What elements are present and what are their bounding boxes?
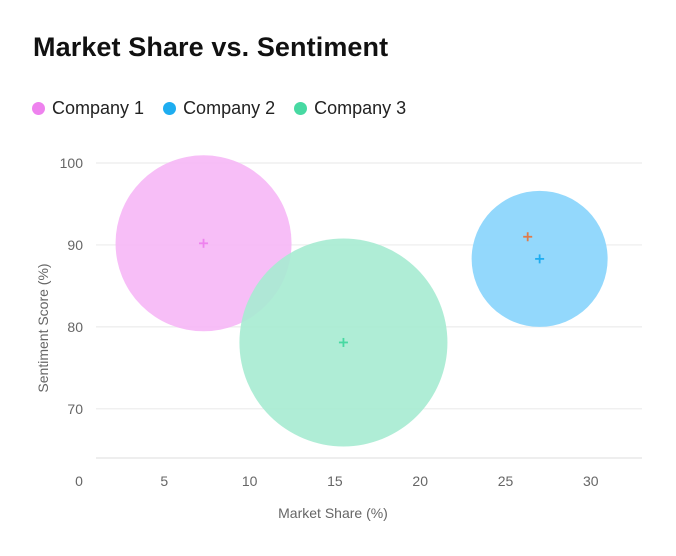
x-tick-25: 25 — [498, 473, 514, 489]
legend-item-company-2[interactable]: Company 2 — [163, 98, 275, 119]
y-tick-90: 90 — [67, 237, 83, 253]
tick-layer: 70 80 90 100 0 5 10 15 20 25 30 — [60, 155, 599, 489]
y-axis-label: Sentiment Score (%) — [35, 263, 51, 392]
legend-label-company-3: Company 3 — [314, 98, 407, 118]
legend-swatch-company-1 — [32, 102, 45, 115]
legend: Company 1 Company 2 Company 3 — [32, 98, 425, 119]
legend-label-company-2: Company 2 — [183, 98, 276, 118]
y-tick-80: 80 — [67, 319, 83, 335]
marker-layer — [199, 232, 545, 347]
extra-marker-0 — [523, 232, 533, 242]
x-tick-15: 15 — [327, 473, 343, 489]
bubble-layer — [115, 155, 608, 447]
legend-swatch-company-2 — [163, 102, 177, 115]
center-marker-company-3 — [338, 337, 348, 347]
legend-swatch-company-3 — [294, 102, 308, 115]
chart-title: Market Share vs. Sentiment — [33, 32, 389, 62]
center-marker-company-1 — [199, 238, 209, 248]
x-tick-10: 10 — [242, 473, 258, 489]
x-tick-5: 5 — [160, 473, 168, 489]
legend-label-company-1: Company 1 — [52, 98, 145, 118]
x-axis-label: Market Share (%) — [278, 505, 388, 521]
y-tick-70: 70 — [67, 401, 83, 417]
legend-item-company-1[interactable]: Company 1 — [32, 98, 144, 119]
legend-item-company-3[interactable]: Company 3 — [294, 98, 406, 119]
x-tick-30: 30 — [583, 473, 599, 489]
x-tick-20: 20 — [412, 473, 428, 489]
center-marker-company-2 — [535, 254, 545, 264]
x-tick-0: 0 — [75, 473, 83, 489]
y-tick-100: 100 — [60, 155, 84, 171]
